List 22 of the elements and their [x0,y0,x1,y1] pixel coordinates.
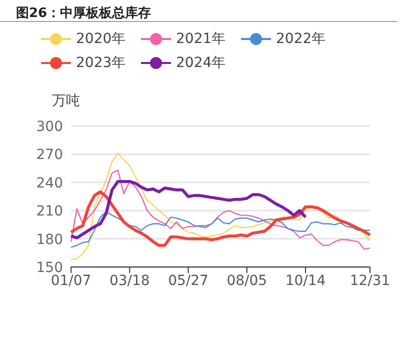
y-axis-title: 万吨 [52,92,80,110]
x-tick-label: 12/31 [350,272,390,289]
x-tick-label: 08/05 [226,272,268,289]
x-tick-label: 05/27 [168,272,208,289]
y-tick-label: 210 [36,204,63,220]
legend-label: 2023年 [76,54,126,72]
line-series [70,180,308,240]
line-series [70,210,371,248]
y-tick-label: 270 [36,147,63,164]
line-series [70,170,371,250]
line-series [70,152,371,260]
y-tick-label: 180 [36,232,63,248]
line-series [70,190,372,247]
legend-label: 2020年 [76,30,126,48]
y-tick-label: 240 [36,175,63,192]
legend-label: 2021年 [176,30,226,48]
legend-label: 2022年 [276,30,326,48]
legend-label: 2024年 [176,54,226,72]
x-tick-label: 10/14 [285,272,326,289]
x-tick-label: 03/18 [109,272,150,289]
chart-title: 图26：中厚板板总库存 [16,4,152,22]
y-tick-label: 300 [36,118,63,135]
